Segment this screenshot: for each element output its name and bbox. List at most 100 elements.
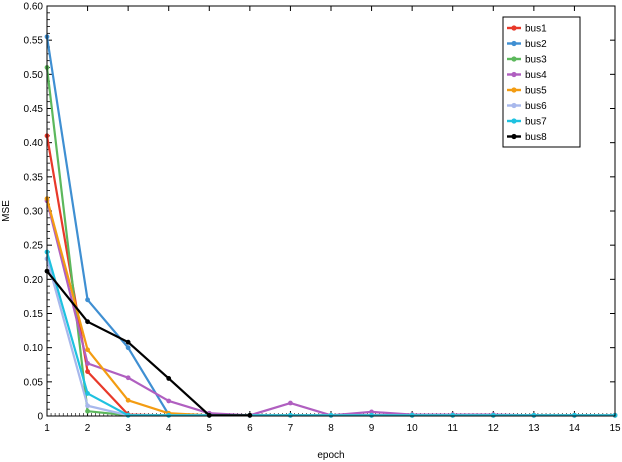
data-point-bus4	[125, 375, 131, 381]
legend-label: bus8	[525, 132, 547, 143]
x-axis-title: epoch	[317, 450, 344, 461]
y-tick-label: 0.05	[24, 377, 44, 388]
series-bus6	[44, 256, 618, 418]
data-point-bus4	[166, 398, 172, 404]
data-point-bus7	[125, 412, 131, 418]
y-tick-label: 0.35	[24, 172, 44, 183]
legend-item-bus3[interactable]: bus3	[507, 55, 547, 66]
x-tick-label: 8	[328, 423, 334, 434]
y-tick-label: 0.20	[24, 275, 44, 286]
legend-item-bus1[interactable]: bus1	[507, 24, 547, 35]
series-bus1	[44, 133, 618, 418]
data-point-bus7	[490, 412, 496, 418]
x-tick-label: 4	[166, 423, 172, 434]
legend-marker	[511, 71, 517, 78]
plot-frame	[46, 5, 616, 417]
data-point-bus7	[450, 412, 456, 418]
x-tick-label: 13	[528, 423, 540, 434]
legend-marker	[511, 87, 517, 93]
legend-item-bus4[interactable]: bus4	[507, 70, 547, 81]
data-point-bus4	[288, 400, 293, 406]
data-point-bus7	[328, 412, 334, 418]
y-tick-label: 0.45	[24, 104, 44, 115]
y-axis-title: MSE	[1, 200, 12, 222]
series-bus8	[44, 268, 253, 418]
y-tick-label: 0.55	[24, 36, 44, 47]
series-line-bus8	[46, 270, 250, 417]
data-point-bus8	[166, 376, 172, 381]
x-tick-label: 7	[288, 423, 294, 434]
legend-label: bus4	[525, 70, 547, 81]
x-tick-label: 15	[609, 423, 621, 434]
data-point-bus7	[288, 412, 293, 418]
data-point-bus7	[409, 412, 415, 418]
data-point-bus8	[85, 319, 90, 325]
data-point-bus5	[125, 397, 131, 403]
x-tick-label: 14	[569, 423, 581, 434]
y-tick-label: 0.60	[24, 2, 44, 13]
data-point-bus4	[85, 360, 90, 366]
data-point-bus8	[125, 339, 131, 345]
data-point-bus7	[572, 412, 577, 418]
x-tick-label: 3	[125, 423, 131, 434]
y-tick-label: 0.40	[24, 138, 44, 149]
legend[interactable]: bus1 bus2 bus3 bus4 bus5 bus6 bus7 bus8	[502, 16, 581, 148]
series-line-bus5	[45, 198, 615, 417]
legend-label: bus3	[525, 55, 547, 66]
series-line-bus1	[45, 135, 615, 417]
x-tick-label: 2	[85, 423, 91, 434]
series-line-bus6	[45, 258, 615, 417]
y-tick-label: 0	[37, 412, 43, 423]
y-tick-label: 0.30	[24, 207, 44, 218]
series-layer	[44, 34, 618, 418]
data-point-bus8	[206, 412, 212, 418]
y-tick-label: 0.50	[24, 70, 44, 81]
data-point-bus3	[85, 408, 90, 414]
legend-box	[502, 16, 581, 148]
legend-item-bus8[interactable]: bus8	[507, 132, 547, 143]
x-tick-label: 10	[407, 423, 419, 434]
legend-marker	[511, 102, 517, 109]
series-line-bus7	[45, 251, 615, 417]
x-tick-label: 11	[448, 423, 459, 434]
data-point-bus2	[85, 297, 90, 303]
x-tick-label: 12	[488, 423, 500, 434]
legend-label: bus5	[525, 86, 547, 97]
legend-label: bus6	[525, 101, 547, 112]
legend-item-bus2[interactable]: bus2	[507, 39, 547, 50]
legend-label: bus2	[525, 39, 547, 50]
legend-marker	[511, 133, 517, 140]
data-point-bus2	[125, 345, 131, 351]
series-line-bus4	[45, 200, 615, 417]
data-point-bus7	[166, 412, 172, 418]
legend-marker	[511, 56, 517, 62]
y-axis-ticks: 0 0.05 0.10 0.15 0.20 0.25 0.30 0.35 0.40 0.45 0.5…	[24, 2, 615, 423]
x-tick-label: 5	[207, 423, 213, 434]
series-bus5	[44, 196, 618, 418]
data-point-bus4	[369, 409, 374, 415]
legend-marker	[511, 40, 517, 47]
data-point-bus7	[369, 412, 374, 418]
data-point-bus1	[85, 369, 90, 374]
legend-marker	[511, 25, 517, 31]
series-bus4	[44, 198, 618, 418]
legend-label: bus7	[525, 117, 547, 128]
y-tick-label: 0.10	[24, 343, 44, 354]
data-point-bus5	[85, 347, 90, 353]
data-point-bus7	[85, 391, 90, 396]
x-tick-label: 9	[369, 423, 375, 434]
legend-label: bus1	[525, 24, 547, 35]
series-bus7	[44, 249, 618, 418]
y-tick-label: 0.25	[24, 241, 44, 252]
x-tick-label: 1	[44, 423, 50, 434]
legend-item-bus6[interactable]: bus6	[507, 101, 547, 112]
data-point-bus7	[531, 412, 537, 418]
y-tick-label: 0.15	[24, 309, 44, 320]
legend-item-bus5[interactable]: bus5	[507, 86, 547, 97]
data-point-bus6	[85, 403, 90, 409]
x-tick-label: 6	[247, 423, 253, 434]
legend-item-bus7[interactable]: bus7	[507, 117, 547, 128]
data-point-bus8	[247, 412, 253, 418]
legend-marker	[511, 118, 517, 124]
